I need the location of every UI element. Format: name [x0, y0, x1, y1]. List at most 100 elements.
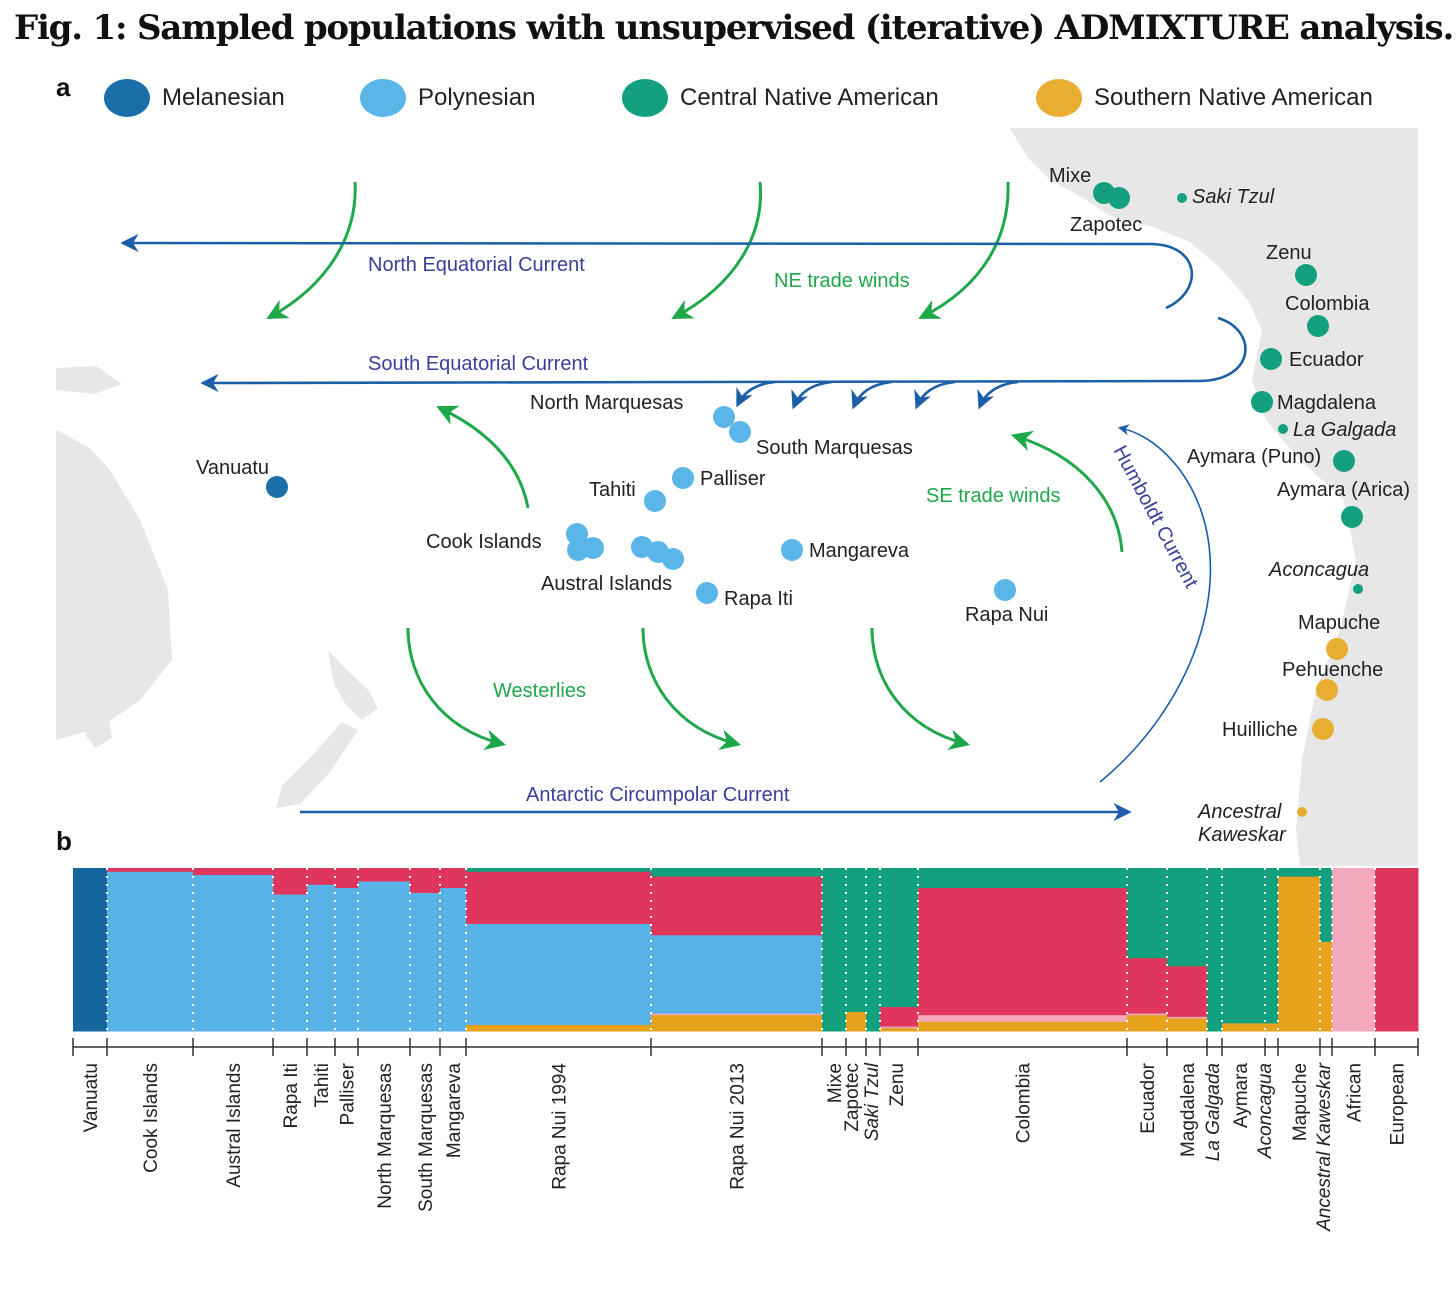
population-label: Rapa Iti [724, 588, 793, 610]
category-label: La Galgada [1203, 1063, 1224, 1161]
panel-a-label: a [56, 72, 71, 102]
admixture-bar-segment [822, 868, 847, 1032]
population-label: Zenu [1266, 242, 1312, 264]
admixture-bar-segment [307, 868, 336, 885]
branch-arrow-4 [914, 380, 956, 410]
category-label: Aymara [1231, 1063, 1252, 1129]
admixture-bar-segment [358, 868, 411, 882]
population-dot-la-galgada [1278, 424, 1288, 434]
population-dot-saki-tzul [1177, 193, 1187, 203]
legend-label: Southern Native American [1094, 84, 1373, 111]
population-dot-mapuche [1326, 638, 1348, 660]
population-label: Aymara (Puno) [1187, 446, 1321, 468]
admixture-bar-segment [651, 934, 823, 1014]
population-label: Aconcagua [1268, 559, 1369, 581]
population-dot-magdalena [1251, 391, 1273, 413]
admixture-bar-segment [1127, 868, 1168, 959]
population-label: Mangareva [809, 540, 910, 562]
landmass-new-zealand-south [276, 722, 358, 808]
population-label-line: Kaweskar [1198, 824, 1287, 846]
population-label: Tahiti [589, 479, 636, 501]
current-label: South Equatorial Current [368, 353, 589, 375]
westerly-arrow-3 [870, 627, 971, 750]
admixture-bar-segment [1167, 965, 1208, 1017]
population-dot-rapa-iti [696, 582, 718, 604]
category-label: Colombia [1014, 1063, 1035, 1144]
admixture-bar-segment [1265, 1022, 1279, 1032]
humboldt-current-arrow [1099, 424, 1212, 783]
category-label: Mapuche [1290, 1063, 1311, 1141]
population-dot-tahiti [644, 490, 666, 512]
population-label: Rapa Nui [965, 604, 1048, 626]
population-label: Mapuche [1298, 612, 1380, 634]
admixture-bar-segment [358, 881, 411, 1032]
admixture-bar-segment [466, 868, 652, 872]
admixture-bar-segment [273, 868, 308, 895]
population-dot-cook-islands [582, 537, 604, 559]
admixture-bar-segment [880, 1006, 919, 1027]
population-dot-aconcagua [1353, 584, 1363, 594]
admixture-bar-segment [193, 874, 274, 1032]
admixture-chart: Vanuatu Cook Islands Austral Islands Rapa I… [72, 868, 1419, 1232]
legend-item-polynesian: Polynesian [360, 70, 535, 126]
population-dot-ecuador [1260, 348, 1282, 370]
admixture-bar-segment [1332, 868, 1376, 1032]
admixture-bar-segment [335, 887, 359, 1032]
admixture-bar-segment [410, 868, 441, 893]
legend-label: Melanesian [162, 84, 285, 111]
population-label: Saki Tzul [1192, 186, 1275, 208]
admixture-bar-segment [1127, 1013, 1168, 1016]
population-label: Huilliche [1222, 719, 1298, 741]
admixture-bar-segment [1167, 1017, 1208, 1032]
population-label: Ecuador [1289, 349, 1364, 371]
admixture-bar-segment [1222, 1022, 1266, 1032]
panel-b-label: b [56, 826, 72, 856]
admixture-bar-segment [1127, 1014, 1168, 1032]
admixture-bar-segment [1320, 868, 1333, 942]
admixture-bar-segment [466, 871, 652, 924]
figure-title: Fig. 1: Sampled populations with unsuper… [14, 8, 1454, 48]
admixture-bar-segment [1265, 868, 1279, 1024]
admixture-bar-segment [73, 868, 108, 1032]
admixture-bar-segment [440, 868, 467, 889]
admixture-bar-segment [466, 923, 652, 1025]
population-dot-aymara-arica [1341, 506, 1363, 528]
admixture-bar-segment [410, 892, 441, 1032]
category-label: Ancestral Kaweskar [1314, 1062, 1335, 1232]
category-label: Palliser [338, 1062, 359, 1125]
category-label: Mangareva [444, 1063, 465, 1158]
population-dot-vanuatu [266, 476, 288, 498]
population-dot-ancestral-kaweskar [1297, 807, 1307, 817]
population-dot-pehuenche [1316, 679, 1338, 701]
admixture-bar-segment [1207, 868, 1223, 1032]
population-label: Zapotec [1070, 214, 1142, 236]
category-label: Rapa Iti [281, 1063, 302, 1128]
population-label: Mixe [1049, 165, 1091, 187]
legend-item-central-native-american: Central Native American [622, 70, 939, 126]
category-label: Saki Tzul [862, 1062, 883, 1141]
ne-trade-wind-arrow-2 [671, 181, 763, 319]
current-label: Antarctic Circumpolar Current [526, 784, 790, 806]
admixture-bar-segment [651, 1014, 823, 1032]
population-dot-palliser [672, 467, 694, 489]
admixture-bar-segment [1167, 1016, 1208, 1019]
admixture-bar-segment [880, 1027, 919, 1032]
population-dot-mangareva [781, 539, 803, 561]
category-label: Magdalena [1178, 1063, 1199, 1157]
population-dot-zapotec [1108, 187, 1130, 209]
population-label: Cook Islands [426, 531, 542, 553]
population-dot-austral-islands [662, 548, 684, 570]
admixture-bar-segment [440, 887, 467, 1032]
population-label: Palliser [700, 468, 766, 490]
admixture-bar-segment [651, 868, 823, 877]
admixture-bar-segment [466, 1024, 652, 1032]
landmass-new-zealand-north [328, 650, 378, 720]
admixture-bar-segment [1222, 868, 1266, 1024]
category-label: African [1345, 1063, 1366, 1122]
admixture-bar-segment [1320, 941, 1333, 1032]
north-equatorial-current-arrow [120, 233, 1194, 310]
south-equatorial-current-arrow [200, 316, 1247, 393]
wind-label: NE trade winds [774, 270, 910, 292]
population-label: Pehuenche [1282, 659, 1383, 681]
category-label: Rapa Nui 1994 [550, 1063, 571, 1190]
